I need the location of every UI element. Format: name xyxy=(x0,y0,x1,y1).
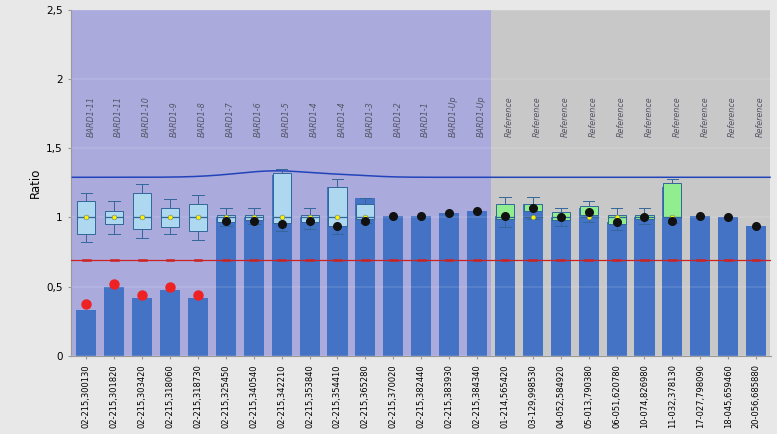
Text: BARD1-2: BARD1-2 xyxy=(393,101,402,137)
Text: BARD1-8: BARD1-8 xyxy=(198,101,207,137)
Bar xyxy=(272,174,291,356)
Text: BARD1-4: BARD1-4 xyxy=(337,101,347,137)
Text: Reference: Reference xyxy=(756,96,765,137)
Bar xyxy=(607,222,626,356)
Text: BARD1-11: BARD1-11 xyxy=(86,96,96,137)
Bar xyxy=(76,310,96,356)
Bar xyxy=(579,208,599,356)
Text: Reference: Reference xyxy=(533,96,542,137)
Bar xyxy=(301,215,319,222)
Text: BARD1-4: BARD1-4 xyxy=(309,101,319,137)
Y-axis label: Ratio: Ratio xyxy=(29,168,42,198)
Text: Reference: Reference xyxy=(700,96,709,137)
Text: Reference: Reference xyxy=(617,96,625,137)
Text: Reference: Reference xyxy=(589,96,598,137)
Text: BARD1-1: BARD1-1 xyxy=(421,101,430,137)
Bar xyxy=(329,187,347,226)
Bar xyxy=(357,204,375,219)
Bar xyxy=(467,210,487,356)
Bar xyxy=(383,216,403,356)
Bar xyxy=(273,173,291,223)
Text: BARD1-7: BARD1-7 xyxy=(226,101,235,137)
Text: BARD1-5: BARD1-5 xyxy=(282,101,291,137)
Bar xyxy=(495,216,515,356)
Bar xyxy=(411,216,431,356)
Bar xyxy=(133,193,152,229)
Bar xyxy=(189,204,207,231)
Text: Reference: Reference xyxy=(728,96,737,137)
Bar xyxy=(496,204,514,219)
Text: Reference: Reference xyxy=(561,96,570,137)
Bar xyxy=(439,214,459,356)
Bar xyxy=(551,217,571,356)
Text: Reference: Reference xyxy=(672,96,681,137)
Bar xyxy=(160,289,180,356)
Text: BARD1-6: BARD1-6 xyxy=(254,101,263,137)
Text: Reference: Reference xyxy=(644,96,653,137)
Text: BARD1-10: BARD1-10 xyxy=(142,96,152,137)
Bar xyxy=(690,216,710,356)
Text: BARD1-11: BARD1-11 xyxy=(114,96,124,137)
Bar xyxy=(664,183,681,217)
Text: Reference: Reference xyxy=(505,96,514,137)
Bar xyxy=(355,198,375,356)
Bar xyxy=(491,10,770,356)
Bar xyxy=(718,217,738,356)
Bar xyxy=(188,298,208,356)
Bar xyxy=(327,187,347,356)
Bar xyxy=(662,187,682,356)
Bar xyxy=(217,215,235,222)
Bar xyxy=(77,201,96,234)
Bar xyxy=(244,217,264,356)
Bar xyxy=(132,298,152,356)
Bar xyxy=(104,287,124,356)
Bar xyxy=(552,212,570,220)
Bar xyxy=(636,215,653,219)
Bar xyxy=(245,215,263,220)
Text: BARD1-9: BARD1-9 xyxy=(170,101,179,137)
Bar xyxy=(72,10,491,356)
Bar xyxy=(608,215,625,224)
Bar xyxy=(746,226,766,356)
Bar xyxy=(161,208,179,227)
Bar xyxy=(216,217,236,356)
Bar xyxy=(105,210,124,224)
Bar xyxy=(300,217,319,356)
Text: BARD1-Up: BARD1-Up xyxy=(477,95,486,137)
Bar xyxy=(580,207,598,215)
Bar xyxy=(523,204,543,356)
Text: BARD1-Up: BARD1-Up xyxy=(449,95,458,137)
Text: BARD1-3: BARD1-3 xyxy=(365,101,375,137)
Bar xyxy=(635,217,654,356)
Bar xyxy=(524,204,542,210)
